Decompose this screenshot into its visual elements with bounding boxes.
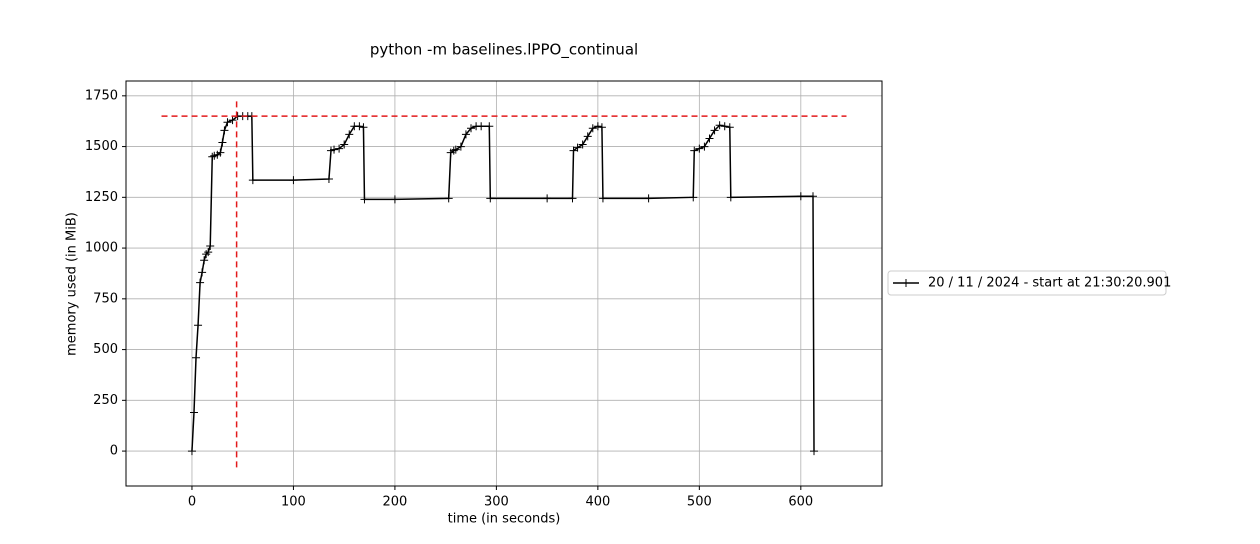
point-marker <box>700 142 709 151</box>
x-tick-label: 300 <box>484 495 509 510</box>
x-tick-label: 500 <box>687 495 712 510</box>
x-axis-label: time (in seconds) <box>448 512 561 527</box>
point-marker <box>360 195 369 204</box>
point-marker <box>710 126 719 135</box>
point-marker <box>204 248 213 257</box>
y-tick-label: 1250 <box>85 190 118 205</box>
point-marker <box>578 140 587 149</box>
point-marker <box>583 132 592 141</box>
legend-label: 20 / 11 / 2024 - start at 21:30:20.901 <box>928 276 1171 291</box>
point-marker <box>644 194 653 203</box>
point-marker <box>808 192 817 201</box>
point-marker <box>216 148 225 157</box>
point-marker <box>461 130 470 139</box>
point-marker <box>573 143 582 152</box>
point-marker <box>543 194 552 203</box>
point-marker <box>355 122 364 131</box>
x-tick-label: 100 <box>281 495 306 510</box>
point-marker <box>456 142 465 151</box>
point-marker <box>720 122 729 131</box>
y-tick-label: 250 <box>93 393 118 408</box>
point-marker <box>248 176 257 185</box>
point-marker <box>726 193 735 202</box>
point-marker <box>705 134 714 143</box>
point-marker <box>359 123 368 132</box>
point-marker <box>198 268 207 277</box>
point-marker <box>345 130 354 139</box>
point-marker <box>289 176 298 185</box>
y-tick-label: 0 <box>110 444 118 459</box>
x-tick-label: 600 <box>788 495 813 510</box>
plot-frame <box>125 80 883 487</box>
y-axis-label: memory used (in MiB) <box>65 212 80 356</box>
y-tick-label: 1500 <box>85 139 118 154</box>
point-marker <box>196 278 205 287</box>
point-marker <box>568 194 577 203</box>
point-marker <box>449 146 458 155</box>
point-marker <box>810 447 819 456</box>
x-tick-label: 0 <box>188 495 196 510</box>
point-marker <box>220 126 229 135</box>
y-tick-label: 750 <box>93 291 118 306</box>
point-marker <box>569 146 578 155</box>
point-marker <box>796 192 805 201</box>
point-marker <box>208 152 217 161</box>
point-marker <box>335 144 344 153</box>
point-marker <box>206 242 215 251</box>
point-marker <box>189 408 198 417</box>
point-marker <box>486 194 495 203</box>
point-marker <box>690 146 699 155</box>
legend: 20 / 11 / 2024 - start at 21:30:20.901 <box>887 270 1171 296</box>
point-marker <box>324 175 333 184</box>
legend-marker <box>902 279 910 287</box>
point-marker <box>390 195 399 204</box>
point-marker <box>444 194 453 203</box>
series-line <box>191 115 815 452</box>
point-marker <box>467 124 476 133</box>
point-marker <box>477 122 486 131</box>
point-marker <box>228 116 237 125</box>
chart-title: python -m baselines.lPPO_continual <box>370 41 638 60</box>
point-marker <box>689 193 698 202</box>
x-tick-label: 200 <box>382 495 407 510</box>
legend-box <box>887 270 1167 296</box>
y-tick-label: 500 <box>93 342 118 357</box>
point-marker <box>597 123 606 132</box>
point-marker <box>485 122 494 131</box>
point-marker <box>330 145 339 154</box>
point-marker <box>593 122 602 131</box>
y-tick-label: 1000 <box>85 241 118 256</box>
point-marker <box>715 121 724 130</box>
x-tick-label: 400 <box>585 495 610 510</box>
point-marker <box>451 145 460 154</box>
point-marker <box>695 144 704 153</box>
point-marker <box>725 123 734 132</box>
y-tick-label: 1750 <box>85 88 118 103</box>
point-marker <box>200 256 209 265</box>
point-marker <box>192 353 201 362</box>
point-marker <box>187 447 196 456</box>
point-marker <box>218 138 227 147</box>
point-marker <box>588 124 597 133</box>
point-marker <box>598 194 607 203</box>
point-marker <box>202 250 211 259</box>
point-marker <box>340 140 349 149</box>
point-marker <box>223 118 232 127</box>
point-marker <box>194 321 203 330</box>
